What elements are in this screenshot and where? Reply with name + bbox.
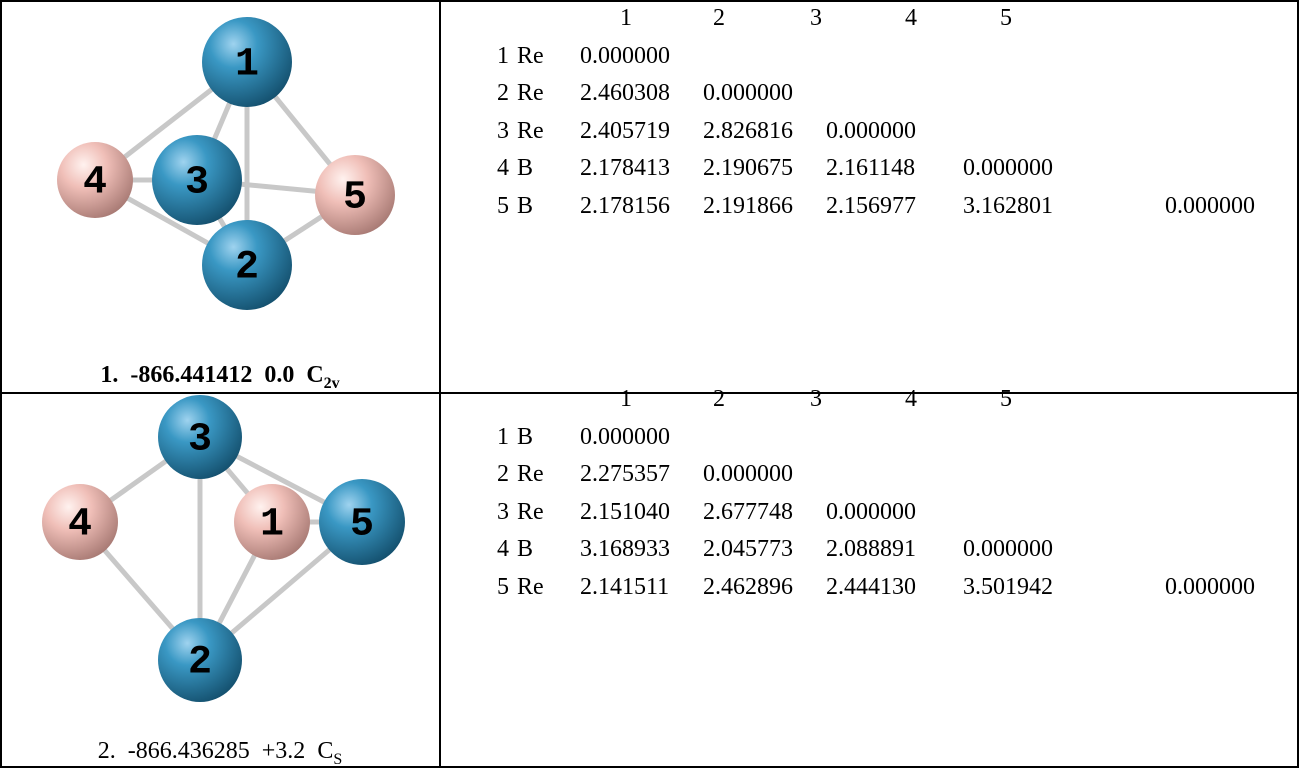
caption-energy: -866.436285 [128, 738, 250, 764]
distance: 2.190675 [703, 154, 793, 182]
caption-symmetry: C [306, 362, 323, 388]
caption-relative: +3.2 [262, 738, 306, 764]
distance: 2.191866 [703, 192, 793, 220]
caption: 1. -866.441412 0.0 C2v [0, 361, 440, 398]
element: Re [517, 498, 544, 526]
caption-index: 2. [98, 738, 116, 764]
element: B [517, 535, 533, 563]
distance: 2.444130 [826, 573, 916, 601]
distance: 2.826816 [703, 117, 793, 145]
row-index: 3 [497, 117, 509, 145]
element: B [517, 423, 533, 451]
distance: 0.000000 [963, 535, 1053, 563]
distance: 0.000000 [1165, 573, 1255, 601]
atom-label: 5 [350, 503, 374, 548]
caption-energy: -866.441412 [130, 362, 252, 388]
distance: 0.000000 [703, 460, 793, 488]
element: Re [517, 460, 544, 488]
matrix-header: 1 [620, 4, 632, 32]
atom-label: 3 [188, 418, 212, 463]
caption-index: 1. [100, 362, 118, 388]
distance: 0.000000 [580, 42, 670, 70]
distance: 3.162801 [963, 192, 1053, 220]
distance: 2.045773 [703, 535, 793, 563]
matrix-header: 3 [810, 385, 822, 413]
distance: 2.151040 [580, 498, 670, 526]
matrix-header: 4 [905, 4, 917, 32]
atom-label: 1 [235, 43, 259, 88]
matrix-header: 4 [905, 385, 917, 413]
atom-label: 2 [188, 641, 212, 686]
matrix-header: 5 [1000, 4, 1012, 32]
row-index: 5 [497, 573, 509, 601]
row-index: 1 [497, 42, 509, 70]
distance: 0.000000 [826, 498, 916, 526]
row-index: 2 [497, 460, 509, 488]
row-index: 2 [497, 79, 509, 107]
matrix-header: 2 [713, 385, 725, 413]
distance: 2.462896 [703, 573, 793, 601]
atom-label: 2 [235, 246, 259, 291]
row-index: 1 [497, 423, 509, 451]
matrix-header: 2 [713, 4, 725, 32]
distance: 2.161148 [826, 154, 915, 182]
distance: 2.677748 [703, 498, 793, 526]
distance: 2.275357 [580, 460, 670, 488]
atom-label: 5 [343, 176, 367, 221]
distance: 0.000000 [826, 117, 916, 145]
matrix-header: 3 [810, 4, 822, 32]
distance: 2.178156 [580, 192, 670, 220]
caption-symmetry-sub: S [333, 751, 342, 768]
caption: 2. -866.436285 +3.2 CS [0, 737, 440, 774]
row-index: 4 [497, 154, 509, 182]
distance: 2.088891 [826, 535, 916, 563]
caption-relative: 0.0 [264, 362, 294, 388]
distance: 3.168933 [580, 535, 670, 563]
element: Re [517, 79, 544, 107]
element: Re [517, 573, 544, 601]
distance: 2.178413 [580, 154, 670, 182]
element: B [517, 192, 533, 220]
caption-symmetry: C [317, 738, 333, 764]
atom-label: 4 [68, 503, 92, 548]
distance: 2.405719 [580, 117, 670, 145]
element: B [517, 154, 533, 182]
row-index: 5 [497, 192, 509, 220]
atom-label: 1 [260, 503, 284, 548]
distance: 2.460308 [580, 79, 670, 107]
page: 4352143215 1. -866.441412 0.0 C2v123451R… [0, 0, 1299, 768]
row-index: 4 [497, 535, 509, 563]
distance: 0.000000 [963, 154, 1053, 182]
caption-symmetry-sub: 2v [324, 375, 340, 392]
matrix-header: 1 [620, 385, 632, 413]
row-index: 3 [497, 498, 509, 526]
atom-label: 4 [83, 161, 107, 206]
distance: 0.000000 [580, 423, 670, 451]
distance: 3.501942 [963, 573, 1053, 601]
distance: 2.141511 [580, 573, 669, 601]
distance: 0.000000 [703, 79, 793, 107]
element: Re [517, 42, 544, 70]
matrix-header: 5 [1000, 385, 1012, 413]
element: Re [517, 117, 544, 145]
distance: 0.000000 [1165, 192, 1255, 220]
distance: 2.156977 [826, 192, 916, 220]
atom-label: 3 [185, 161, 209, 206]
